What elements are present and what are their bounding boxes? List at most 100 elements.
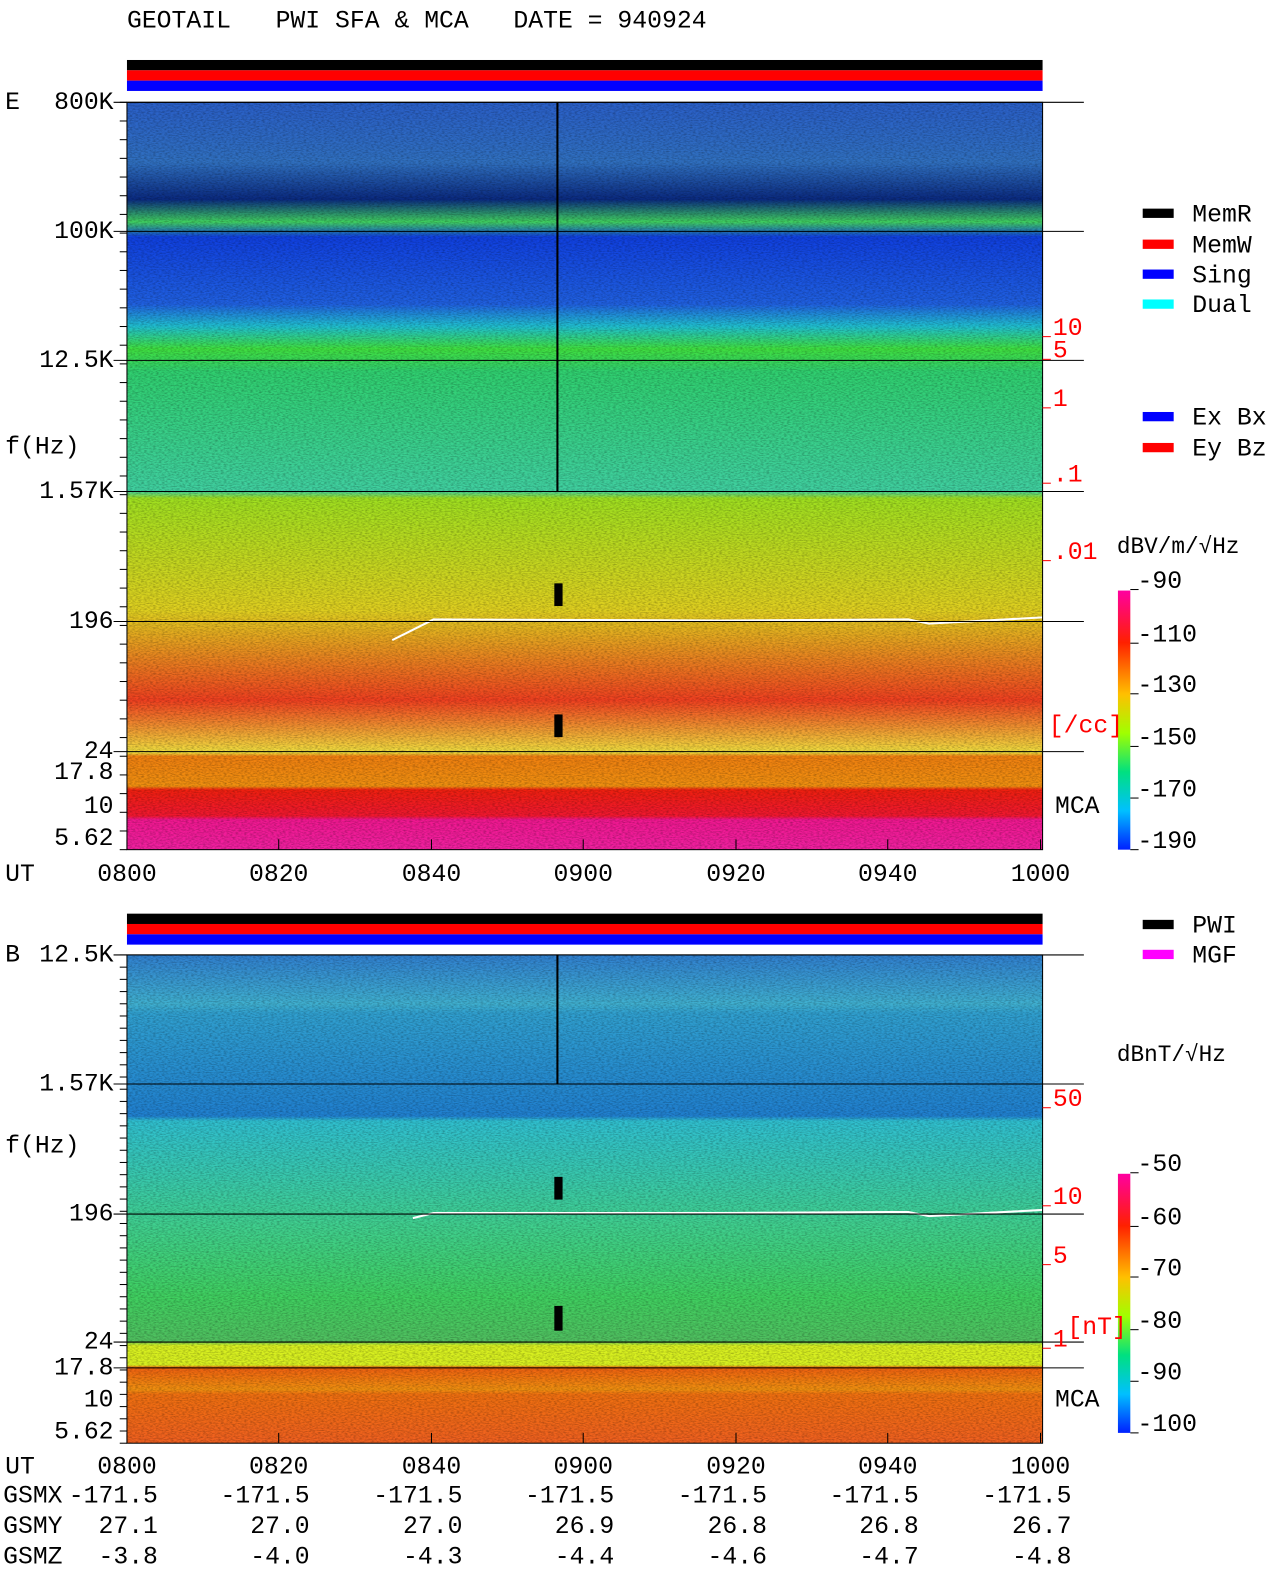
colorbar-label: -80 (1138, 1308, 1183, 1336)
y-tick-label: 196 (69, 1201, 114, 1229)
colorbar-label: -190 (1138, 828, 1197, 856)
y-tick-label: 196 (69, 608, 114, 636)
x-tick-label: 0940 (858, 1453, 917, 1481)
legend-swatch (1142, 208, 1174, 218)
colorbar-label: -90 (1138, 1360, 1183, 1388)
right-scale-label: 50 (1053, 1086, 1083, 1114)
orbit-value: -171.5 (678, 1482, 767, 1510)
orbit-value: -4.3 (403, 1543, 462, 1571)
colorbar-label: -100 (1138, 1411, 1197, 1439)
legend-label: Ex Bx (1192, 405, 1266, 433)
orbit-value: 27.1 (98, 1513, 157, 1541)
orbit-row-name: GSMX (3, 1482, 63, 1510)
orbit-value: -171.5 (525, 1482, 614, 1510)
legend-label: Sing (1192, 262, 1251, 290)
y-tick-label: 1.57K (39, 478, 113, 506)
x-tick-label: 1000 (1011, 1453, 1070, 1481)
colorbar-unit: dBV/m/√Hz (1117, 534, 1240, 560)
legend-label: PWI (1192, 913, 1237, 941)
colorbar-label: -50 (1138, 1151, 1183, 1179)
legend-label: Ey Bz (1192, 436, 1266, 464)
orbit-value: -4.7 (859, 1543, 918, 1571)
orbit-value: 26.8 (859, 1513, 918, 1541)
legend-swatch (1142, 442, 1174, 453)
x-tick-label: 0840 (402, 1453, 461, 1481)
orbit-value: -171.5 (373, 1482, 462, 1510)
legend-label: MemR (1192, 201, 1252, 229)
orbit-value: -171.5 (982, 1482, 1071, 1510)
y-tick-label: 5.62 (54, 825, 113, 853)
right-scale-unit: [/cc] (1049, 712, 1123, 740)
orbit-value: 27.0 (250, 1513, 309, 1541)
y-tick-label: 12.5K (39, 347, 113, 375)
time-axis-label: UT (5, 1453, 35, 1481)
colorbar-unit: dBnT/√Hz (1117, 1042, 1226, 1068)
orbit-row-name: GSMY (3, 1513, 63, 1541)
legend-swatch (1142, 269, 1174, 279)
right-scale-label: 1 (1053, 1327, 1068, 1355)
orbit-value: 27.0 (403, 1513, 462, 1541)
colorbar-label: -60 (1138, 1205, 1183, 1233)
y-tick-label: 5.62 (54, 1418, 113, 1446)
orbit-value: -171.5 (221, 1482, 310, 1510)
y-tick-label: 24 (84, 1329, 114, 1357)
orbit-value: 26.9 (555, 1513, 614, 1541)
orbit-value: -4.8 (1012, 1543, 1071, 1571)
orbit-value: -171.5 (69, 1482, 158, 1510)
x-tick-label: 0920 (706, 1453, 765, 1481)
mca-label: MCA (1055, 793, 1100, 821)
orbit-value: 26.8 (708, 1513, 767, 1541)
x-tick-label: 0840 (402, 861, 461, 889)
x-tick-label: 0940 (858, 861, 917, 889)
panel-label: E (5, 89, 20, 117)
legend-label: Dual (1192, 292, 1251, 320)
time-axis-label: UT (5, 861, 35, 889)
y-tick-label: 800K (54, 89, 114, 117)
top-bars (126, 59, 1043, 945)
spectrogram-b (126, 954, 1043, 1444)
y-tick-label: 10 (84, 793, 114, 821)
y-tick-label: 12.5K (39, 941, 113, 969)
legend-swatch (1142, 919, 1174, 930)
right-scale-label: .1 (1053, 461, 1083, 489)
colorbar-label: -70 (1138, 1255, 1183, 1283)
panel-label: B (5, 941, 20, 969)
title: GEOTAIL PWI SFA & MCA DATE = 940924 (127, 7, 707, 35)
x-tick-label: 0900 (553, 861, 612, 889)
right-scale-label: 1 (1053, 386, 1068, 414)
x-tick-label: 0900 (553, 1453, 612, 1481)
orbit-value: -4.0 (250, 1543, 309, 1571)
right-scale-label: .01 (1053, 539, 1098, 567)
colorbar-label: -130 (1138, 672, 1197, 700)
y-tick-label: 1.57K (39, 1071, 113, 1099)
y-tick-label: 24 (84, 738, 114, 766)
mca-label: MCA (1055, 1386, 1100, 1414)
x-tick-label: 0800 (97, 1453, 156, 1481)
right-scale-label: 5 (1053, 338, 1068, 366)
right-scale-label: 10 (1053, 315, 1083, 343)
colorbar-label: -170 (1138, 776, 1197, 804)
legend-swatch (1142, 949, 1174, 960)
colorbar-label: -90 (1138, 568, 1183, 596)
colorbar-label: -110 (1138, 621, 1197, 649)
legend-swatch (1142, 299, 1174, 309)
y-tick-label: 10 (84, 1386, 114, 1414)
orbit-value: -3.8 (98, 1543, 157, 1571)
y-tick-label: 17.8 (54, 1354, 113, 1382)
legend-label: MemW (1192, 232, 1252, 260)
orbit-row-name: GSMZ (3, 1543, 62, 1571)
x-tick-label: 0820 (249, 1453, 308, 1481)
orbit-value: -4.4 (555, 1543, 614, 1571)
colorbar (1117, 590, 1131, 850)
colorbar-label: -150 (1138, 725, 1197, 753)
right-scale-label: 10 (1053, 1184, 1083, 1212)
y-tick-label: 17.8 (54, 759, 113, 787)
right-scale-label: 5 (1053, 1243, 1068, 1271)
orbit-value: -171.5 (830, 1482, 919, 1510)
y-axis-label: f(Hz) (5, 1132, 79, 1160)
orbit-value: 26.7 (1012, 1513, 1071, 1541)
x-tick-label: 1000 (1011, 861, 1070, 889)
x-tick-label: 0800 (97, 861, 156, 889)
legend-swatch (1142, 411, 1174, 422)
